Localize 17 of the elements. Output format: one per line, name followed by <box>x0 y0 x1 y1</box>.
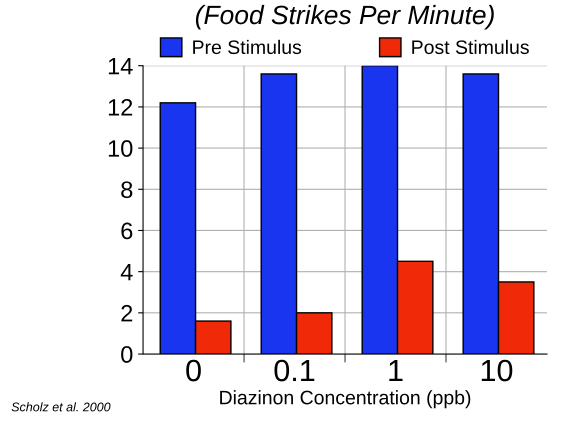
x-tick-label: 0 <box>186 360 201 382</box>
x-tick-label: 10 <box>482 360 512 382</box>
chart-title: (Food Strikes Per Minute) <box>196 4 494 30</box>
y-tick-label: 14 <box>108 58 133 74</box>
y-tick-label: 8 <box>121 181 132 198</box>
y-tick-label: 12 <box>108 98 132 116</box>
x-tick-label: 1 <box>389 360 403 382</box>
y-tick-label: 0 <box>121 346 132 363</box>
y-tick-label: 4 <box>120 264 133 280</box>
legend-label: Pre Stimulus <box>193 40 302 54</box>
text: Scholz et al. 2000 <box>12 402 110 412</box>
y-tick-label: 10 <box>108 140 132 157</box>
x-axis-title: Diazinon Concentration (ppb) <box>220 390 470 408</box>
x-tick-label: 0.1 <box>274 360 314 382</box>
y-tick-label: 2 <box>121 304 132 322</box>
y-tick-label: 6 <box>121 222 132 240</box>
legend-label: Post Stimulus <box>412 40 529 54</box>
